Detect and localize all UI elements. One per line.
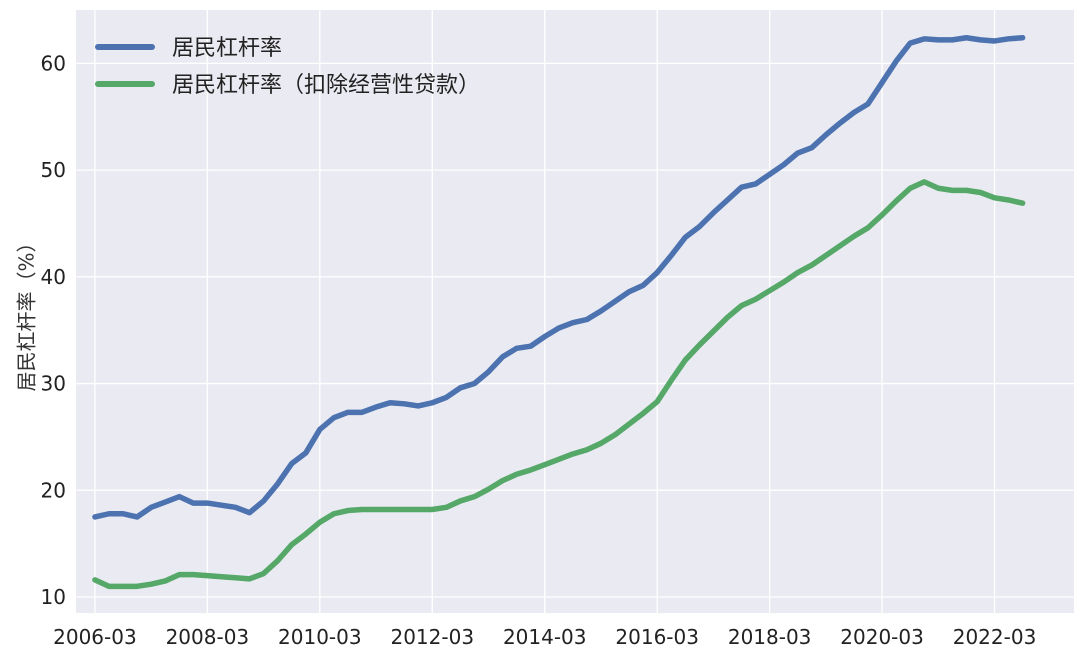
x-tick-label: 2006-03	[53, 625, 137, 649]
x-tick-label: 2020-03	[840, 625, 924, 649]
plot-background	[76, 10, 1074, 613]
y-tick-label: 60	[41, 51, 66, 75]
series-line-2	[92, 179, 1026, 590]
legend-label-series-2: 居民杠杆率（扣除经营性贷款）	[172, 73, 480, 98]
y-tick-label: 50	[41, 158, 66, 182]
x-tick-label: 2022-03	[953, 625, 1037, 649]
series-lines	[92, 35, 1026, 590]
legend-label-series-1: 居民杠杆率	[172, 36, 282, 61]
y-axis-label: 居民杠杆率（%）	[15, 232, 39, 391]
y-tick-label: 10	[41, 585, 66, 609]
x-tick-label: 2018-03	[728, 625, 812, 649]
x-tick-label: 2016-03	[615, 625, 699, 649]
x-axis: 2006-03 2008-03 2010-03 2012-03 2014-03 2016-…	[53, 625, 1036, 649]
x-tick-label: 2008-03	[166, 625, 250, 649]
y-tick-label: 40	[41, 265, 66, 289]
series-line-1	[92, 35, 1026, 520]
y-tick-label: 30	[41, 372, 66, 396]
x-tick-label: 2010-03	[278, 625, 362, 649]
legend: 居民杠杆率 居民杠杆率（扣除经营性贷款）	[95, 36, 480, 98]
x-tick-label: 2014-03	[503, 625, 587, 649]
y-tick-label: 20	[41, 478, 66, 502]
y-axis: 10 20 30 40 50 60	[41, 51, 66, 609]
grid	[76, 10, 1074, 613]
x-tick-label: 2012-03	[390, 625, 474, 649]
